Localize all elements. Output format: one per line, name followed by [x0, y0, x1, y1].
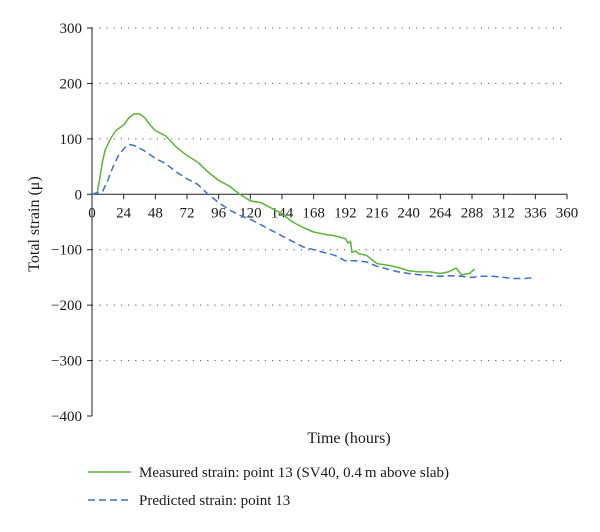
x-tick-label: 24	[116, 205, 132, 221]
y-tick-labels: 300 200 100 0 −100 −200 −300 −400	[51, 21, 82, 425]
series-line-0	[91, 113, 476, 276]
x-tick-label: 0	[88, 205, 96, 221]
legend-label-measured: Measured strain: point 13 (SV40, 0.4 m a…	[139, 465, 449, 481]
series-line-1	[91, 143, 536, 280]
x-tick-label: 216	[366, 205, 389, 221]
y-tick-label: −100	[51, 243, 82, 259]
y-tick-label: −400	[51, 409, 82, 425]
y-tick-label: −300	[51, 354, 82, 370]
y-tick-label: 100	[60, 132, 83, 148]
x-tick-label: 336	[524, 205, 547, 221]
legend: Measured strain: point 13 (SV40, 0.4 m a…	[88, 465, 449, 509]
x-tick-label: 48	[148, 205, 163, 221]
x-tick-label: 192	[334, 205, 357, 221]
y-tick-label: 300	[60, 21, 83, 37]
x-tick-label: 360	[556, 205, 579, 221]
x-axis-label: Time (hours)	[307, 430, 390, 447]
x-tick-label: 312	[492, 205, 515, 221]
y-tick-label: −200	[51, 298, 82, 314]
y-tick-label: 0	[75, 187, 83, 203]
x-tick-label: 96	[211, 205, 227, 221]
x-tick-label: 168	[302, 205, 325, 221]
legend-label-predicted: Predicted strain: point 13	[139, 493, 290, 509]
y-tick-label: 200	[60, 76, 83, 92]
x-tick-label: 288	[461, 205, 484, 221]
axes	[87, 27, 568, 417]
y-axis-label: Total strain (μ)	[26, 176, 43, 271]
x-tick-label: 264	[429, 205, 452, 221]
x-tick-labels: 0 24 48 72 96 120 144 168 192 216 240 264 288 312 336 3…	[88, 205, 578, 221]
x-tick-label: 240	[397, 205, 420, 221]
data-series	[91, 113, 536, 280]
x-tick-label: 72	[180, 205, 195, 221]
